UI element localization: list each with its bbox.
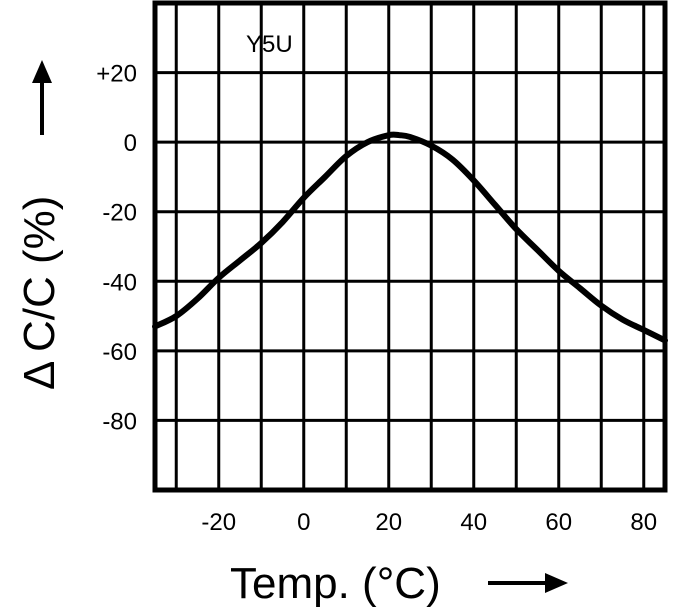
x-tick-label: 40	[460, 509, 487, 536]
x-axis-arrow	[488, 573, 568, 593]
y-tick-label: 0	[124, 130, 137, 157]
x-axis-title: Temp. (°C)	[230, 559, 441, 608]
series-line-y5u	[152, 131, 668, 344]
plot-border	[152, 0, 668, 493]
x-tick-label: 0	[297, 509, 310, 536]
y-tick-label: -80	[102, 408, 137, 435]
tick-labels: -20 0 20 40 60 80 +20 0 -20 -40 -60 -80	[96, 61, 657, 536]
y-tick-label: -40	[102, 269, 137, 296]
y-tick-label: -20	[102, 200, 137, 227]
x-tick-label: -20	[201, 509, 236, 536]
y-axis-title: C/C (%)	[15, 196, 64, 352]
y-axis-delta-symbol: Δ	[15, 361, 64, 390]
x-tick-label: 80	[630, 509, 657, 536]
x-tick-label: 20	[375, 509, 402, 536]
grid	[155, 3, 665, 490]
plot-frame	[152, 0, 668, 493]
y-tick-label: +20	[96, 61, 137, 88]
y-tick-label: -60	[102, 339, 137, 366]
series-label: Y5U	[246, 31, 293, 58]
series-layer	[152, 131, 668, 344]
y-axis-arrow	[32, 60, 52, 135]
x-tick-label: 60	[545, 509, 572, 536]
